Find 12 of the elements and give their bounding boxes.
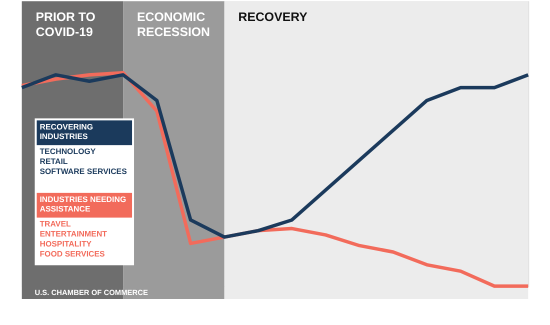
annotation: HOSPITALITY bbox=[40, 239, 92, 248]
annotation: ENTERTAINMENT bbox=[40, 230, 108, 239]
annotation: TRAVEL bbox=[40, 220, 72, 229]
annotation: FOOD SERVICES bbox=[40, 249, 105, 258]
annotation: RETAIL bbox=[40, 157, 68, 166]
text: RECOVERING INDUSTRIES bbox=[40, 122, 94, 142]
text: ECONOMIC RECESSION bbox=[137, 10, 210, 39]
text: PRIOR TO COVID-19 bbox=[36, 10, 96, 39]
annotation: TECHNOLOGY bbox=[40, 147, 96, 156]
text: INDUSTRIES NEEDING ASSISTANCE bbox=[40, 194, 126, 214]
annotation: SOFTWARE SERVICES bbox=[40, 166, 127, 176]
text: RECOVERY bbox=[238, 10, 308, 24]
